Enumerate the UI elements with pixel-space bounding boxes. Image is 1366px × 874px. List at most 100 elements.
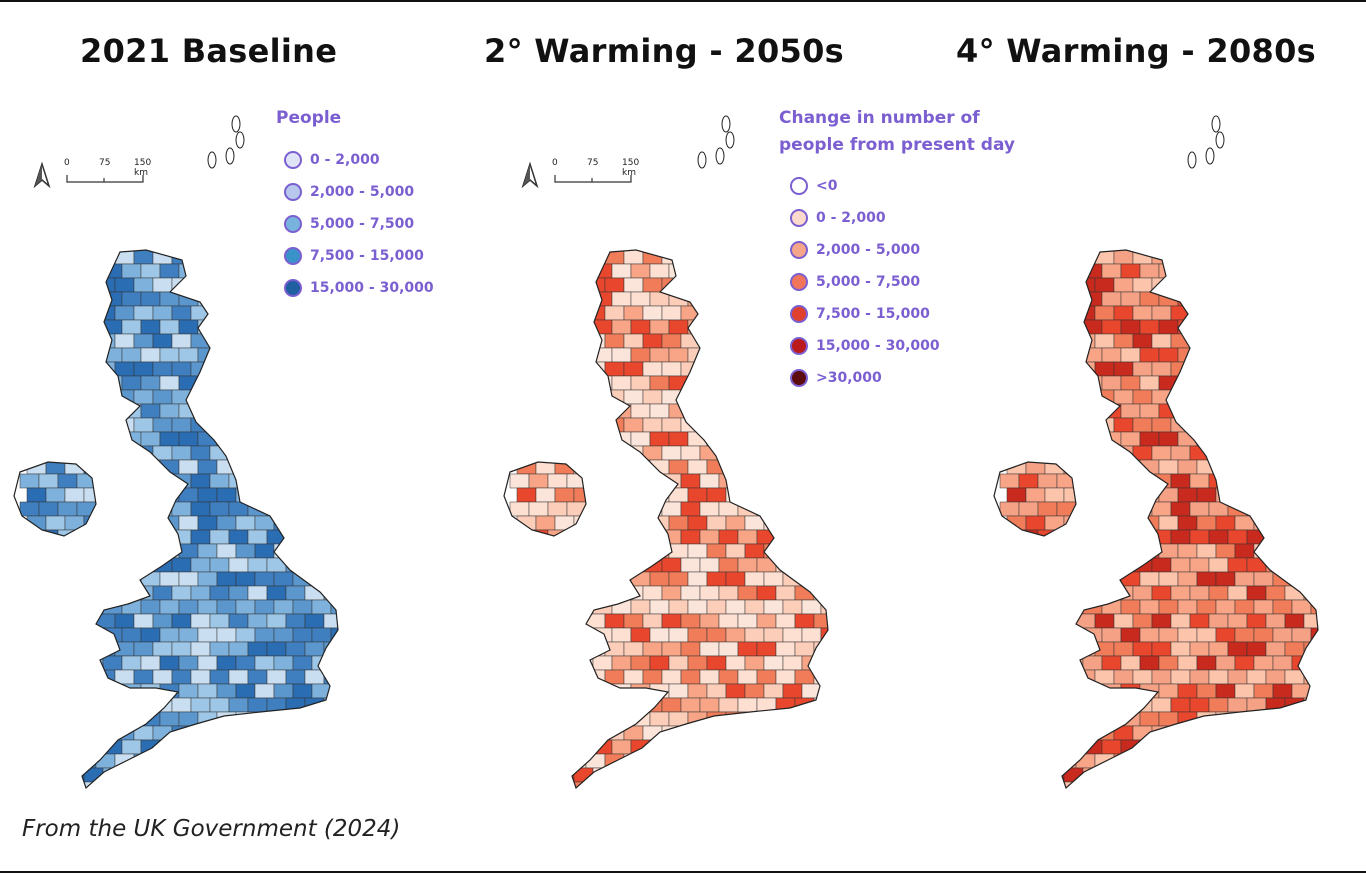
map-region bbox=[209, 725, 230, 741]
map-region bbox=[76, 361, 97, 377]
map-region bbox=[680, 557, 701, 573]
map-region bbox=[190, 333, 211, 349]
map-region bbox=[840, 432, 859, 446]
map-region bbox=[813, 501, 828, 517]
map-region bbox=[1037, 250, 1058, 265]
map-region bbox=[1265, 641, 1286, 657]
map-region bbox=[535, 403, 556, 419]
map-region bbox=[171, 361, 192, 377]
map-region bbox=[649, 403, 670, 419]
map-region bbox=[64, 571, 85, 587]
map-region bbox=[1158, 627, 1179, 643]
map-region bbox=[1208, 613, 1229, 629]
map-region bbox=[1196, 571, 1217, 587]
map-region bbox=[1227, 781, 1248, 788]
map-region bbox=[1189, 250, 1210, 265]
map-region bbox=[592, 263, 613, 279]
map-region bbox=[1170, 641, 1191, 657]
map-region bbox=[737, 753, 758, 769]
map-region bbox=[547, 389, 568, 405]
map-region bbox=[178, 627, 199, 643]
map-region bbox=[623, 669, 644, 685]
map-region bbox=[668, 319, 689, 335]
map-region bbox=[1063, 431, 1084, 447]
map-region bbox=[1018, 473, 1039, 489]
map-region bbox=[737, 389, 758, 405]
map-region bbox=[45, 571, 66, 587]
map-region bbox=[630, 571, 651, 587]
map-region bbox=[285, 669, 306, 685]
map-region bbox=[554, 319, 575, 335]
map-region bbox=[725, 543, 746, 559]
map-region bbox=[311, 571, 332, 587]
map-region bbox=[26, 319, 47, 335]
map-region bbox=[350, 572, 369, 586]
map-region bbox=[592, 403, 613, 419]
map-region bbox=[1284, 250, 1305, 265]
map-region bbox=[833, 362, 852, 376]
map-region bbox=[1063, 347, 1084, 363]
map-region bbox=[152, 389, 173, 405]
map-region bbox=[1215, 627, 1236, 643]
map-region bbox=[1082, 515, 1103, 531]
map-region bbox=[1170, 529, 1191, 545]
island bbox=[1211, 115, 1221, 133]
map-region bbox=[699, 669, 720, 685]
map-region bbox=[642, 529, 663, 545]
map-region bbox=[1265, 277, 1286, 293]
map-region bbox=[57, 781, 78, 788]
map-region bbox=[1082, 683, 1103, 699]
map-region bbox=[311, 739, 332, 755]
map-region bbox=[19, 753, 40, 769]
map-region bbox=[159, 263, 180, 279]
map-region bbox=[649, 347, 670, 363]
map-region bbox=[197, 263, 218, 279]
map-region bbox=[782, 291, 803, 307]
map-region bbox=[687, 375, 708, 391]
map-region bbox=[706, 487, 727, 503]
map-region bbox=[1170, 417, 1191, 433]
map-region bbox=[1170, 613, 1191, 629]
map-region bbox=[782, 515, 803, 531]
map-region bbox=[121, 515, 142, 531]
map-region bbox=[756, 361, 777, 377]
map-region bbox=[1208, 305, 1229, 321]
map-region bbox=[554, 263, 575, 279]
map-region bbox=[699, 361, 720, 377]
map-region bbox=[516, 431, 537, 447]
map-region bbox=[680, 250, 701, 265]
map-region bbox=[1120, 515, 1141, 531]
map-region bbox=[323, 781, 338, 788]
map-region bbox=[254, 347, 275, 363]
map-region bbox=[1044, 263, 1065, 279]
map-region bbox=[76, 417, 97, 433]
map-region bbox=[228, 333, 249, 349]
map-region bbox=[1330, 488, 1349, 502]
map-region bbox=[763, 739, 784, 755]
map-region bbox=[611, 291, 632, 307]
map-region bbox=[535, 711, 556, 727]
map-region bbox=[343, 306, 362, 320]
map-region bbox=[820, 347, 828, 363]
scale-bar: 0 75 150 km bbox=[550, 158, 650, 188]
map-region bbox=[1265, 753, 1286, 769]
map-region bbox=[547, 250, 568, 265]
map-region bbox=[775, 473, 796, 489]
map-region bbox=[833, 726, 852, 740]
map-region bbox=[1158, 515, 1179, 531]
map-region bbox=[1196, 543, 1217, 559]
map-region bbox=[566, 557, 587, 573]
map-region bbox=[1025, 711, 1046, 727]
map-region bbox=[528, 277, 549, 293]
map-region bbox=[304, 501, 325, 517]
map-region bbox=[1196, 627, 1217, 643]
map-region bbox=[649, 767, 670, 783]
map-region bbox=[718, 417, 739, 433]
map-region bbox=[95, 445, 116, 461]
map-region bbox=[1151, 445, 1172, 461]
map-region bbox=[833, 250, 852, 264]
legend-label: 0 - 2,000 bbox=[310, 152, 380, 168]
map-region bbox=[159, 319, 180, 335]
map-region bbox=[554, 571, 575, 587]
map-region bbox=[38, 473, 59, 489]
